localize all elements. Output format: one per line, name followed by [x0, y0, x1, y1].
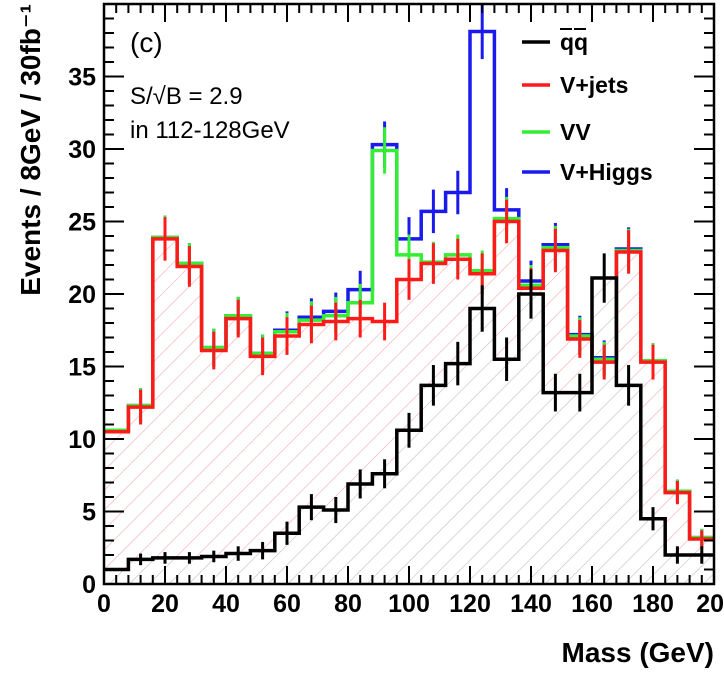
y-tick-label: 0	[82, 571, 96, 599]
tick-layer	[103, 3, 715, 585]
x-tick-label: 140	[510, 590, 552, 618]
y-tick-label: 25	[68, 209, 96, 237]
x-tick-label: 60	[273, 590, 301, 618]
x-tick-label: 40	[212, 590, 240, 618]
legend-label-vhiggs: V+Higgs	[560, 159, 653, 185]
x-tick-label: 180	[632, 590, 674, 618]
x-tick-label: 20	[151, 590, 179, 618]
y-tick-label: 5	[82, 499, 96, 527]
annotation-significance: S/√B = 2.9	[130, 83, 243, 110]
y-axis-title: Events / 8GeV / 30fb⁻¹	[15, 4, 46, 296]
x-tick-label: 120	[449, 590, 491, 618]
y-tick-label: 30	[68, 136, 96, 164]
panel-label: (c)	[130, 27, 163, 58]
x-tick-label: 0	[97, 590, 111, 618]
error-bar-layer	[139, 4, 704, 566]
x-tick-label: 80	[334, 590, 362, 618]
legend-label-vjets: V+jets	[560, 72, 628, 98]
x-tick-label: 100	[388, 590, 430, 618]
x-tick-label: 160	[571, 590, 613, 618]
y-tick-label: 35	[68, 64, 96, 92]
legend-label-vv: VV	[560, 119, 591, 145]
y-tick-label: 10	[68, 426, 96, 454]
legend: qq V+jets VV V+Higgs	[522, 28, 653, 185]
x-axis-title: Mass (GeV)	[562, 637, 715, 668]
series-line-qq	[104, 276, 714, 572]
annotation-mass-window: in 112-128GeV	[130, 117, 290, 144]
legend-label-qq: qq	[560, 29, 588, 55]
x-tick-label: 20	[696, 590, 724, 618]
y-tick-label: 20	[68, 281, 96, 309]
y-tick-label: 15	[68, 354, 96, 382]
